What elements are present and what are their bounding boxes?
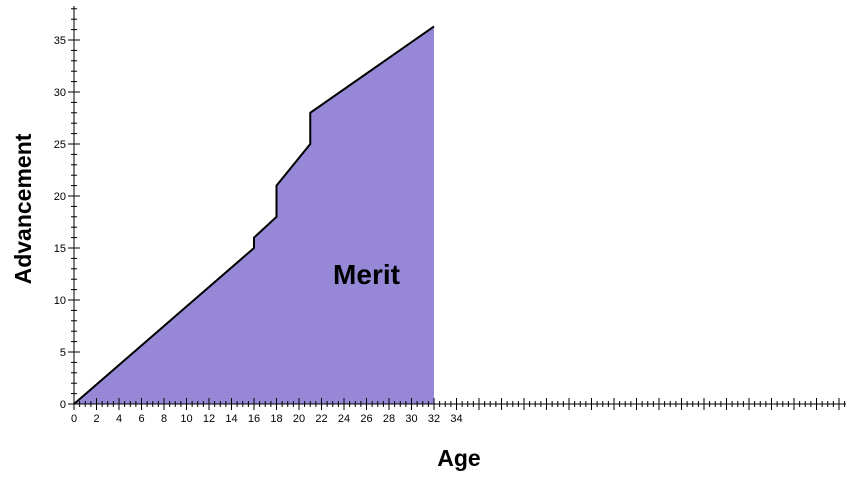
x-tick-label: 12 (203, 413, 215, 425)
y-tick-label: 5 (60, 347, 66, 359)
x-tick-label: 6 (138, 413, 144, 425)
y-axis-title: Advancement (10, 133, 36, 284)
tick-labels: 0 2 4 6 8 10 12 14 16 18 20 22 24 26 28 30 32 34051015202… (54, 35, 463, 425)
x-tick-label: 32 (428, 413, 440, 425)
area-layer (73, 25, 435, 405)
x-tick-label: 10 (180, 413, 192, 425)
y-tick-label: 0 (60, 399, 66, 411)
y-tick-label: 25 (54, 139, 66, 151)
x-axis-title: Age (437, 445, 480, 471)
x-tick-label: 24 (338, 413, 350, 425)
axes (68, 6, 846, 410)
x-tick-label: 14 (225, 413, 237, 425)
x-tick-label: 26 (360, 413, 372, 425)
x-tick-label: 4 (116, 413, 122, 425)
y-tick-label: 10 (54, 295, 66, 307)
y-tick-label: 30 (54, 87, 66, 99)
y-tick-label: 35 (54, 35, 66, 47)
x-tick-label: 2 (93, 413, 99, 425)
x-tick-label: 30 (405, 413, 417, 425)
x-tick-label: 34 (450, 413, 462, 425)
area-label-merit: Merit (333, 259, 400, 290)
x-tick-label: 16 (248, 413, 260, 425)
area-outline (73, 25, 435, 405)
y-tick-label: 20 (54, 191, 66, 203)
x-tick-label: 0 (71, 413, 77, 425)
x-tick-label: 20 (293, 413, 305, 425)
area-fill-merit (74, 26, 434, 404)
x-tick-label: 8 (161, 413, 167, 425)
x-tick-label: 28 (383, 413, 395, 425)
x-tick-label: 22 (315, 413, 327, 425)
y-tick-label: 15 (54, 243, 66, 255)
x-tick-label: 18 (270, 413, 282, 425)
